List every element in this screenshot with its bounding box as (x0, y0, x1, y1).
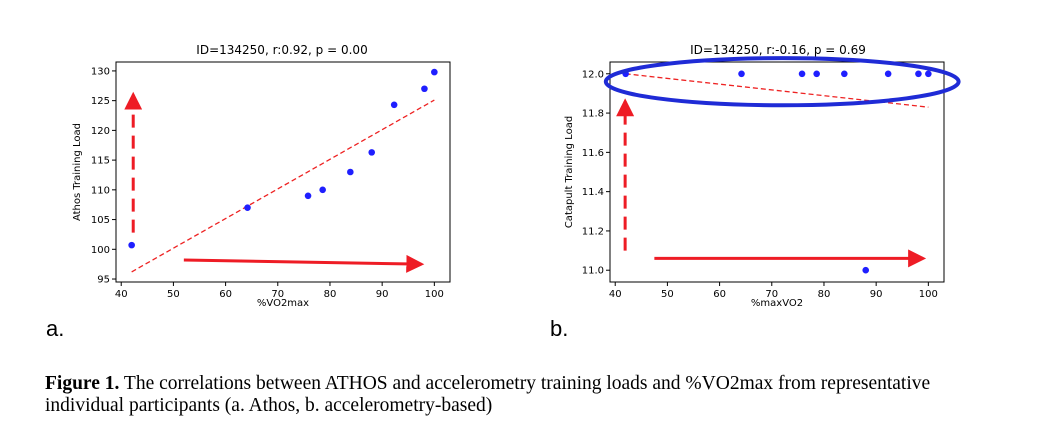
x-tick-label: 70 (765, 289, 778, 300)
chart-catapult: ID=134250, r:-0.16, p = 0.69 11.011.211.… (564, 43, 961, 309)
x-tick-label: 50 (661, 289, 674, 300)
data-point (347, 168, 354, 176)
chart-a-y-ticks: 95 100 105 110 115 120 125 130 (91, 66, 116, 286)
y-tick-label: 110 (91, 185, 110, 196)
chart-a-plot-area (115, 61, 451, 283)
y-tick-label: 95 (97, 275, 110, 286)
figure-caption: Figure 1. The correlations between ATHOS… (45, 373, 1005, 417)
x-tick-label: 100 (425, 289, 444, 300)
x-tick-label: 60 (713, 289, 726, 300)
y-tick-label: 120 (91, 126, 110, 137)
y-tick-label: 130 (91, 66, 110, 77)
chart-b-highlight-ellipse (603, 56, 961, 108)
chart-b-trendline (625, 73, 929, 108)
y-tick-label: 11.0 (582, 266, 604, 277)
y-tick-label: 100 (91, 245, 110, 256)
data-point (128, 241, 135, 249)
x-tick-label: 100 (919, 289, 938, 300)
data-point (738, 70, 745, 78)
chart-a-xlabel: %VO2max (257, 298, 309, 309)
data-point (368, 149, 376, 156)
data-point (841, 70, 848, 78)
data-point (244, 204, 251, 211)
chart-b-points (622, 70, 932, 274)
chart-b-ylabel: Catapult Training Load (564, 116, 575, 228)
x-tick-label: 60 (219, 289, 232, 300)
chart-athos: ID=134250, r:0.92, p = 0.00 95 100 105 110 1… (72, 43, 451, 309)
caption-figure-number: Figure 1. (45, 373, 120, 394)
y-tick-label: 125 (91, 96, 110, 107)
x-tick-label: 80 (818, 289, 831, 300)
x-tick-label: 90 (870, 289, 883, 300)
chart-b-plot-area (609, 61, 945, 283)
y-tick-label: 11.2 (582, 226, 604, 237)
y-tick-label: 11.8 (582, 109, 604, 120)
x-tick-label: 50 (167, 289, 180, 300)
x-tick-label: 40 (609, 289, 622, 300)
y-tick-label: 115 (91, 156, 110, 167)
chart-a-horizontal-arrow (183, 254, 425, 273)
chart-a-ylabel: Athos Training Load (72, 123, 83, 221)
data-point (884, 70, 892, 78)
panel-label-b: b. (550, 316, 569, 341)
data-point (431, 68, 438, 76)
x-tick-label: 70 (271, 289, 284, 300)
chart-b-x-ticks: 40 50 60 70 80 90 100 (609, 282, 938, 300)
chart-a-title: ID=134250, r:0.92, p = 0.00 (196, 43, 367, 57)
y-tick-label: 105 (91, 215, 110, 226)
data-point (862, 266, 870, 274)
chart-a-x-ticks: 40 50 60 70 80 90 100 (115, 282, 444, 300)
chart-a-points (128, 68, 438, 249)
x-tick-label: 40 (115, 289, 128, 300)
y-tick-label: 11.4 (582, 187, 604, 198)
x-tick-label: 90 (376, 289, 389, 300)
chart-b-title: ID=134250, r:-0.16, p = 0.69 (690, 43, 866, 57)
y-tick-label: 12.0 (582, 69, 604, 80)
y-tick-label: 11.6 (582, 148, 604, 159)
chart-b-y-ticks: 11.0 11.2 11.4 11.6 11.8 12.0 (582, 69, 610, 277)
data-point (915, 70, 922, 78)
panel-label-a: a. (46, 316, 65, 341)
caption-text: The correlations between ATHOS and accel… (45, 373, 931, 416)
chart-a-trendline (131, 99, 435, 273)
data-point (390, 101, 398, 109)
data-point (421, 85, 428, 93)
data-point (304, 192, 312, 200)
chart-b-xlabel: %maxVO2 (751, 298, 803, 309)
data-point (319, 186, 326, 194)
data-point (925, 70, 932, 78)
data-point (798, 70, 806, 78)
x-tick-label: 80 (324, 289, 337, 300)
data-point (813, 70, 820, 78)
